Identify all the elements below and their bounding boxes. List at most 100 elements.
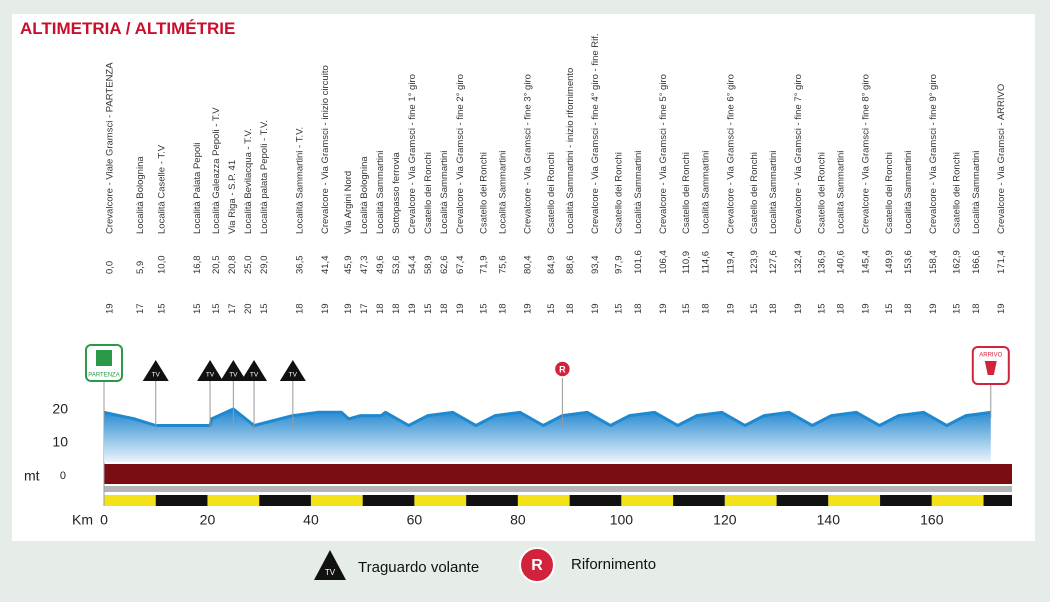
waypoint-km: 158,4 <box>928 250 939 274</box>
waypoint-name: Crevalcore - Via Gramsci - fine 4° giro … <box>590 33 601 234</box>
waypoint-alt: 15 <box>546 303 557 314</box>
waypoint-alt: 19 <box>861 303 872 314</box>
waypoint-name: Località palata Pepoli - T.V. <box>259 120 270 234</box>
waypoint-name: Crevalcore - Via Gramsci - ARRIVO <box>996 84 1007 234</box>
start-label: PARTENZA <box>88 373 119 379</box>
waypoint-name: Località Sammartini - inizio riforniment… <box>565 68 576 234</box>
waypoint-alt: 15 <box>211 303 222 314</box>
waypoint-name: Crevalcore - Via Gramsci - fine 3° giro <box>523 74 534 234</box>
ground-band <box>104 464 1012 484</box>
waypoint-alt: 19 <box>407 303 418 314</box>
waypoint-alt: 18 <box>836 303 847 314</box>
y-tick-label: 10 <box>52 434 68 450</box>
x-tick-label: 140 <box>817 512 841 528</box>
waypoint-name: Località Bolognina <box>135 156 146 234</box>
waypoint-name: Csatello dei Ronchi <box>749 152 760 234</box>
profile-line <box>103 407 991 427</box>
legend-feed-icon <box>519 547 555 583</box>
waypoint-km: 166,6 <box>971 250 982 274</box>
waypoint-km: 132,4 <box>793 250 804 274</box>
x-tick-label: 120 <box>713 512 737 528</box>
waypoint-alt: 20 <box>243 303 254 314</box>
sprint-symbol: TV <box>229 372 238 379</box>
km-stripe <box>776 495 829 506</box>
km-stripe <box>621 495 674 506</box>
waypoint-km: 67,4 <box>455 256 466 275</box>
waypoint-name: Crevalcore - Via Gramsci - fine 6° giro <box>725 74 736 234</box>
km-stripe <box>931 495 984 506</box>
sprint-marker <box>142 360 169 381</box>
feed-marker <box>553 360 572 378</box>
waypoint-name: Località Sammartini <box>971 151 982 234</box>
waypoint-name: Località Sammartini <box>498 151 509 234</box>
waypoint-name: Crevalcore - Via Gramsci - inizio circui… <box>320 65 331 234</box>
waypoint-alt: 18 <box>565 303 576 314</box>
waypoint-name: Csatello dei Ronchi <box>816 152 827 234</box>
x-tick-label: 160 <box>920 512 944 528</box>
waypoint-km: 36,5 <box>294 256 305 275</box>
waypoint-name: Via Riga - S.P. 41 <box>227 160 238 234</box>
waypoint-name: Csatello dei Ronchi <box>884 152 895 234</box>
waypoint-alt: 15 <box>816 303 827 314</box>
km-stripe <box>569 495 622 506</box>
waypoint-km: 140,6 <box>836 250 847 274</box>
sprint-marker <box>220 360 247 381</box>
waypoint-alt: 18 <box>439 303 450 314</box>
waypoint-alt: 19 <box>320 303 331 314</box>
x-tick-label: 0 <box>100 512 108 528</box>
waypoint-km: 54,4 <box>407 256 418 275</box>
waypoint-km: 110,9 <box>681 251 692 274</box>
waypoint-alt: 15 <box>749 303 760 314</box>
finish-cup <box>984 361 997 375</box>
waypoint-km: 16,8 <box>192 256 203 275</box>
waypoint-name: Crevalcore - Via Gramsci - fine 2° giro <box>455 74 466 234</box>
waypoint-name: Località Sammartini <box>375 151 386 234</box>
sprint-symbol: TV <box>152 372 161 379</box>
waypoint-alt: 18 <box>294 303 305 314</box>
km-stripe <box>155 495 208 506</box>
waypoint-km: 123,9 <box>749 250 760 274</box>
waypoint-name: Località Sammartini <box>439 151 450 234</box>
y-tick-label: 0 <box>60 470 66 482</box>
waypoint-alt: 18 <box>768 303 779 314</box>
waypoint-alt: 15 <box>614 303 625 314</box>
waypoint-name: Sottopasso ferrovia <box>391 151 402 234</box>
waypoint-name: Località Sammartini <box>903 151 914 234</box>
sprint-marker <box>197 360 224 381</box>
waypoint-km: 75,6 <box>498 256 509 275</box>
waypoint-km: 88,6 <box>565 256 576 275</box>
x-tick-label: 40 <box>303 512 319 528</box>
waypoint-alt: 19 <box>523 303 534 314</box>
x-tick-label: 100 <box>610 512 634 528</box>
sprint-symbol: TV <box>206 372 215 379</box>
waypoint-alt: 19 <box>343 303 354 314</box>
km-stripe <box>362 495 415 506</box>
waypoint-name: Località Sammartini - T.V. <box>294 127 305 234</box>
waypoint-name: Csatello dei Ronchi <box>952 152 963 234</box>
waypoint-km: 20,8 <box>227 256 238 275</box>
x-tick-label: 20 <box>200 512 216 528</box>
waypoint-name: Crevalcore - Via Gramsci - fine 1° giro <box>407 74 418 234</box>
waypoint-km: 20,5 <box>211 256 222 275</box>
waypoint-km: 45,9 <box>343 256 354 275</box>
waypoint-name: Località Sammartini <box>700 151 711 234</box>
km-stripe <box>259 495 311 506</box>
waypoint-alt: 19 <box>928 303 939 314</box>
waypoint-km: 10,0 <box>157 256 168 275</box>
waypoint-km: 162,9 <box>952 250 963 274</box>
waypoint-name: Csatello dei Ronchi <box>478 152 489 234</box>
waypoint-alt: 18 <box>971 303 982 314</box>
waypoint-alt: 17 <box>359 303 370 314</box>
waypoint-km: 119,4 <box>725 251 736 274</box>
waypoint-alt: 15 <box>423 303 434 314</box>
waypoint-km: 145,4 <box>861 250 872 274</box>
legend-sprint-icon <box>314 550 346 580</box>
sprint-symbol: TV <box>289 372 298 379</box>
waypoint-name: Crevalcore - Viale Gramsci - PARTENZA <box>105 62 116 234</box>
waypoint-alt: 19 <box>793 303 804 314</box>
waypoint-name: Crevalcore - Via Gramsci - fine 5° giro <box>658 74 669 234</box>
waypoint-km: 58,9 <box>423 256 434 275</box>
profile-area <box>104 409 991 462</box>
waypoint-km: 106,4 <box>658 250 669 274</box>
